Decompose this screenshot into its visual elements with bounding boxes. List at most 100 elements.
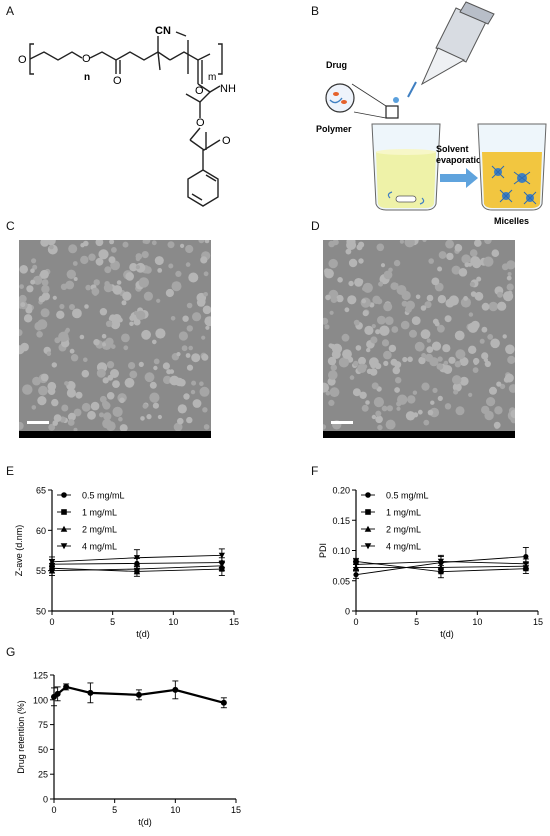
tem-particle [72, 308, 82, 319]
tem-particle [353, 360, 359, 367]
tem-particle [59, 303, 65, 310]
tem-particle [460, 297, 471, 308]
x-tick-label: 5 [110, 617, 115, 627]
x-axis-label: t(d) [136, 629, 150, 639]
tem-particle [430, 400, 435, 405]
tem-particle [464, 262, 470, 268]
amine-nh-label: NH [220, 83, 236, 95]
tem-particle [468, 312, 474, 317]
tem-particle [125, 272, 134, 281]
tem-particle [506, 275, 512, 281]
tem-particle [481, 405, 490, 415]
tem-particle [119, 397, 125, 404]
tem-particle [428, 258, 434, 264]
y-tick-label: 0.10 [332, 546, 350, 556]
tem-particle [39, 269, 49, 279]
micelle-preparation-schematic: Drug Polymer Solvent evaporation Micelle… [316, 1, 547, 226]
panel-label-g: G [6, 645, 16, 659]
tem-particle [40, 373, 49, 382]
tem-particle [87, 410, 96, 420]
tem-particle [73, 408, 82, 417]
tem-particle [99, 412, 104, 418]
tem-particle [383, 360, 389, 366]
tem-particle [445, 240, 454, 249]
tem-particle [429, 357, 439, 367]
tem-particle [135, 265, 140, 270]
tem-particle [413, 412, 419, 418]
data-point [522, 561, 529, 567]
tem-particle [472, 367, 479, 373]
tem-particle [102, 377, 109, 384]
tem-particle [30, 279, 36, 285]
tem-particle [325, 294, 331, 301]
data-point [48, 559, 56, 565]
tem-particle [104, 281, 110, 287]
tem-particle [73, 277, 78, 281]
tem-particle [375, 410, 382, 417]
tem-particle [136, 310, 146, 320]
tem-particle [493, 421, 501, 429]
tem-particle [375, 415, 383, 424]
tem-particle [105, 320, 113, 327]
tem-particle [88, 253, 96, 261]
tem-particle [400, 320, 410, 330]
x-axis-label: t(d) [138, 817, 152, 827]
tem-particle [437, 295, 447, 304]
tem-particle [361, 404, 369, 412]
tem-particles-c [19, 240, 211, 433]
tem-particle [75, 391, 83, 399]
tem-particle [138, 277, 149, 288]
tem-particle [494, 406, 503, 415]
tem-particle [331, 343, 343, 354]
tem-particle [152, 339, 157, 345]
tem-particle [437, 356, 443, 362]
tem-particle [79, 334, 85, 340]
beaker-solution-icon [371, 123, 441, 211]
tem-particle [60, 283, 68, 290]
tem-particle [105, 337, 114, 346]
tem-particle [375, 329, 381, 335]
tem-particle [379, 325, 390, 336]
data-point [218, 562, 225, 569]
y-tick-label: 50 [36, 607, 46, 617]
tem-particle [370, 362, 377, 369]
tem-particle [473, 360, 479, 365]
x-tick-label: 10 [170, 805, 180, 815]
tem-particle [496, 381, 502, 387]
tem-particle [185, 244, 194, 254]
tem-particle [488, 301, 498, 312]
panel-label-b: B [311, 4, 320, 18]
tem-particle [414, 341, 425, 352]
tem-particle [152, 402, 159, 409]
tem-particle [411, 316, 421, 325]
tem-particle [165, 288, 174, 298]
tem-particle [47, 381, 57, 391]
tem-particle [135, 256, 141, 262]
panel-label-d: D [311, 219, 320, 233]
tem-particle [378, 281, 384, 287]
tem-particle [163, 375, 172, 385]
legend-label: 2 mg/mL [82, 525, 117, 535]
tem-particle [484, 240, 492, 245]
tem-particle [426, 338, 431, 343]
data-point [133, 565, 141, 572]
tem-particle [155, 328, 166, 339]
benzoate-oxygen-label: O [196, 117, 205, 129]
pipette-icon [407, 1, 495, 98]
tem-particle [353, 319, 360, 326]
tem-particle [399, 240, 404, 244]
tem-particle [154, 256, 164, 266]
tem-particle [412, 390, 418, 395]
tem-particle [110, 344, 116, 349]
y-tick-label: 0.15 [332, 516, 350, 526]
data-point [437, 558, 445, 565]
tem-particle [198, 240, 205, 244]
tem-particle [122, 291, 132, 301]
tem-particle [407, 356, 413, 363]
tem-particle [178, 331, 188, 341]
tem-particle [329, 387, 340, 398]
tem-particle [96, 368, 106, 378]
tem-particle [128, 362, 136, 370]
tem-particle [479, 338, 485, 344]
tem-particle [510, 409, 515, 419]
